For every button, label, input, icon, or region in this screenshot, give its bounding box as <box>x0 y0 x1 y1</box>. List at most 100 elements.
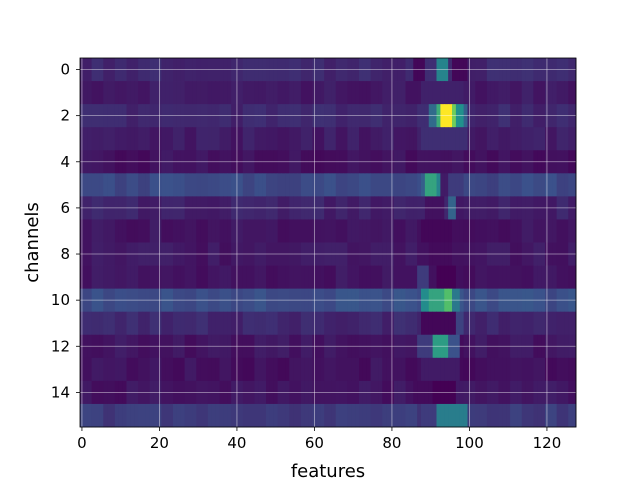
heatmap-cell <box>343 311 348 336</box>
heatmap-cell <box>401 403 406 428</box>
heatmap-cell <box>413 311 418 336</box>
heatmap-cell <box>471 127 476 151</box>
heatmap-cell <box>359 173 364 197</box>
heatmap-cell <box>196 403 201 428</box>
heatmap-cell <box>459 81 465 105</box>
heatmap-cell <box>444 127 449 151</box>
heatmap-cell <box>370 219 375 243</box>
heatmap-cell <box>382 173 387 197</box>
heatmap-cell <box>514 219 519 243</box>
heatmap-cell <box>169 357 174 382</box>
heatmap-cell <box>227 219 232 243</box>
heatmap-cell <box>242 81 248 105</box>
heatmap-cell <box>517 173 523 197</box>
heatmap-cell <box>533 127 538 151</box>
heatmap-cell <box>277 127 282 151</box>
x-tick-label: 60 <box>305 434 324 452</box>
heatmap-cell <box>165 357 170 382</box>
heatmap-cell <box>428 357 434 382</box>
heatmap-cell <box>184 127 189 151</box>
heatmap-cell <box>463 173 468 197</box>
heatmap-cell <box>506 311 511 336</box>
heatmap-cell <box>448 357 453 382</box>
heatmap-cell <box>297 219 302 243</box>
heatmap-cell <box>432 127 437 151</box>
heatmap-cell <box>483 311 488 336</box>
heatmap-cell <box>91 173 96 197</box>
heatmap-cell <box>308 311 313 336</box>
heatmap-cell <box>424 219 430 243</box>
heatmap-cell <box>436 403 441 428</box>
heatmap-cell <box>134 81 139 105</box>
heatmap-cell <box>99 265 104 290</box>
heatmap-cell <box>409 403 414 428</box>
heatmap-cell <box>219 403 224 428</box>
heatmap-cell <box>359 219 364 243</box>
heatmap-cell <box>134 311 139 336</box>
heatmap-cell <box>316 173 321 197</box>
y-tick-label: 8 <box>60 245 70 263</box>
heatmap-cell <box>242 265 248 290</box>
heatmap-cell <box>417 127 422 151</box>
heatmap-cell <box>564 81 569 105</box>
heatmap-cell <box>281 357 286 382</box>
heatmap-cell <box>114 219 120 243</box>
heatmap-cell <box>238 127 244 151</box>
heatmap-cell <box>99 219 104 243</box>
heatmap-cell <box>413 265 418 290</box>
heatmap-cell <box>455 357 461 382</box>
heatmap-cell <box>432 173 437 197</box>
heatmap-cell <box>463 127 468 151</box>
heatmap-cell <box>223 127 228 151</box>
heatmap-cell <box>328 127 333 151</box>
heatmap-cell <box>269 173 275 197</box>
heatmap-cell <box>165 219 170 243</box>
heatmap-cell <box>87 403 93 428</box>
heatmap-cell <box>510 219 515 243</box>
heatmap-cell <box>374 219 379 243</box>
heatmap-cell <box>490 357 496 382</box>
heatmap-cell <box>176 127 182 151</box>
heatmap-cell <box>355 357 360 382</box>
heatmap-cell <box>149 219 155 243</box>
heatmap-cell <box>440 81 445 105</box>
heatmap-cell <box>273 357 279 382</box>
heatmap-cell <box>173 219 178 243</box>
heatmap-cell <box>324 403 329 428</box>
heatmap-cell <box>107 357 112 382</box>
heatmap-cell <box>95 311 100 336</box>
heatmap-cell <box>126 265 131 290</box>
heatmap-cell <box>246 311 251 336</box>
heatmap-cell <box>424 357 430 382</box>
heatmap-cell <box>331 403 337 428</box>
heatmap-cell <box>533 173 538 197</box>
heatmap-cell <box>188 403 193 428</box>
heatmap-cell <box>285 127 290 151</box>
heatmap-cell <box>316 357 321 382</box>
heatmap-cell <box>486 81 492 105</box>
heatmap-cell <box>355 311 360 336</box>
heatmap-cell <box>506 127 511 151</box>
heatmap-cell <box>475 173 480 197</box>
heatmap-cell <box>463 219 468 243</box>
heatmap-cell <box>455 81 461 105</box>
heatmap-cell <box>494 265 499 290</box>
heatmap-cell <box>173 265 178 290</box>
heatmap-cell <box>452 311 457 336</box>
heatmap-cell <box>548 357 554 382</box>
heatmap-cell <box>328 81 333 105</box>
heatmap-cell <box>510 127 515 151</box>
heatmap-cell <box>452 357 457 382</box>
heatmap-cell <box>479 81 484 105</box>
heatmap-cell <box>204 403 209 428</box>
heatmap-cell <box>231 311 236 336</box>
heatmap-cell <box>122 357 127 382</box>
heatmap-cell <box>188 173 193 197</box>
heatmap-cell <box>83 403 89 428</box>
heatmap-cell <box>250 127 255 151</box>
heatmap-cell <box>165 265 170 290</box>
heatmap-cell <box>83 173 89 197</box>
heatmap-cell <box>180 265 186 290</box>
heatmap-cell <box>138 357 143 382</box>
heatmap-cell <box>463 357 468 382</box>
